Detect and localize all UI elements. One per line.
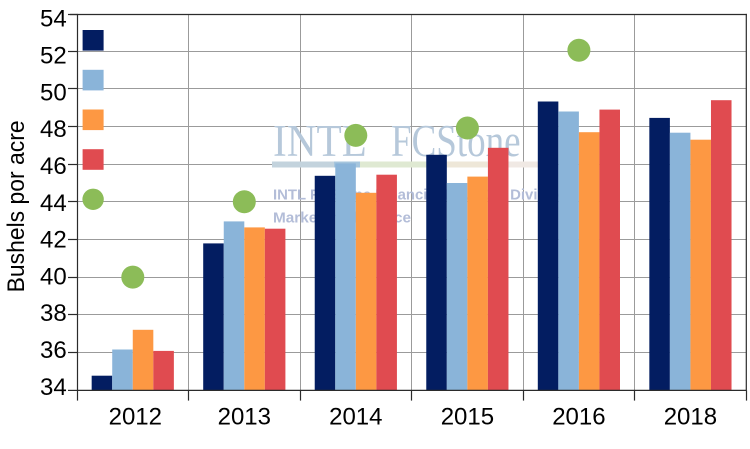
svg-text:50: 50 xyxy=(40,79,67,106)
svg-text:42: 42 xyxy=(40,227,67,254)
svg-text:46: 46 xyxy=(40,153,67,180)
svg-text:2012: 2012 xyxy=(109,404,162,431)
svg-text:Bushels por acre: Bushels por acre xyxy=(3,120,30,292)
svg-text:52: 52 xyxy=(40,43,67,70)
svg-text:2016: 2016 xyxy=(552,404,605,431)
svg-text:44: 44 xyxy=(40,190,67,217)
svg-text:38: 38 xyxy=(40,300,67,327)
svg-text:48: 48 xyxy=(40,116,67,143)
svg-text:36: 36 xyxy=(40,337,67,364)
svg-text:2013: 2013 xyxy=(218,404,271,431)
svg-text:40: 40 xyxy=(40,263,67,290)
svg-text:34: 34 xyxy=(40,374,67,401)
svg-text:54: 54 xyxy=(40,6,67,33)
svg-text:2014: 2014 xyxy=(329,404,382,431)
svg-text:2018: 2018 xyxy=(664,404,717,431)
svg-text:2015: 2015 xyxy=(441,404,494,431)
